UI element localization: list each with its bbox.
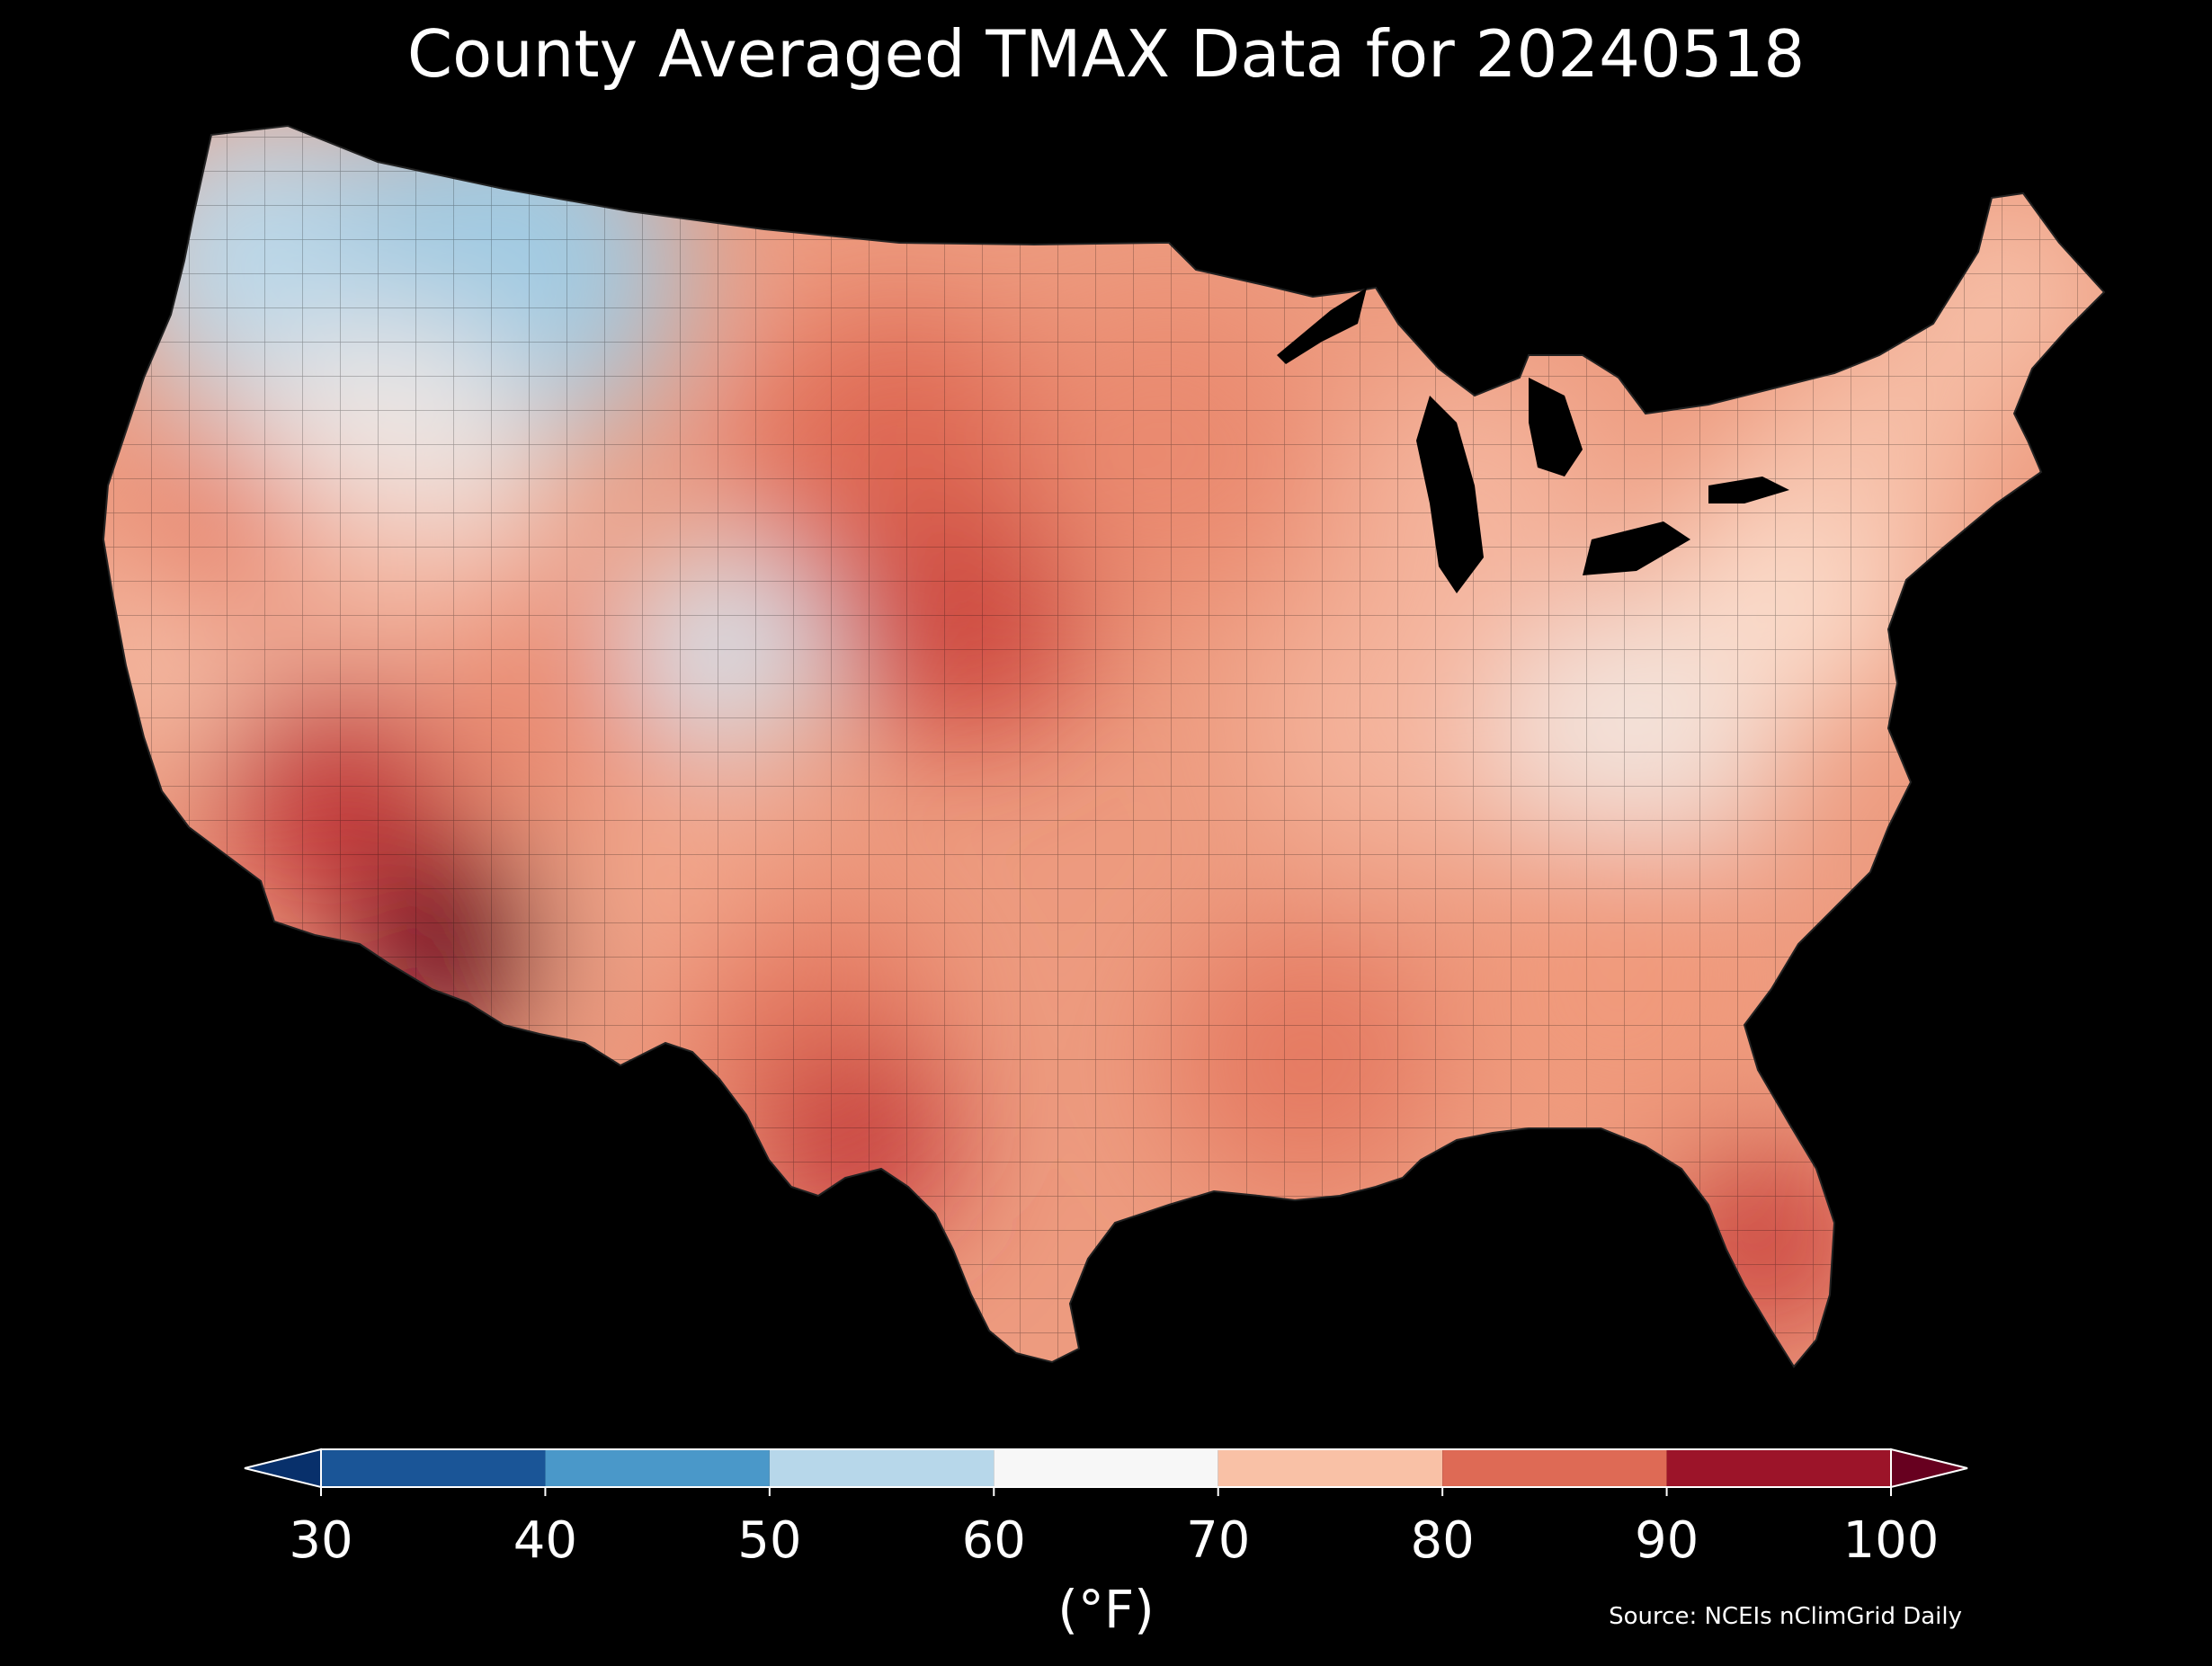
colorbar-tick-label: 70 [1186,1511,1250,1570]
colorbar-under-arrow [244,1448,322,1489]
colorbar-over-arrow [1890,1448,1968,1489]
colorbar-tick-label: 40 [513,1511,577,1570]
colorbar-tick-label: 90 [1635,1511,1699,1570]
colorbar-bin-70-80 [1217,1449,1443,1487]
colorbar-label: (°F) [1057,1579,1155,1640]
colorbar-tick-label: 30 [289,1511,352,1570]
colorbar-tick-label: 100 [1843,1511,1940,1570]
colorbar-tick-label: 80 [1411,1511,1475,1570]
map-title: County Averaged TMAX Data for 20240518 [406,16,1806,92]
colorbar-outline [320,1448,1892,1488]
colorbar-bin-80-90 [1442,1449,1667,1487]
colorbar-bin-90-100 [1666,1449,1891,1487]
colorbar-bin-30-40 [321,1449,546,1487]
source-credit: Source: NCEIs nClimGrid Daily [1609,1603,1962,1630]
colorbar-tick-label: 60 [962,1511,1026,1570]
great-lakes-water [1277,288,1789,593]
colorbar-bin-60-70 [994,1449,1218,1487]
colorbar-bin-40-50 [545,1449,770,1487]
colorbar-tick-label: 50 [737,1511,801,1570]
colorbar-bin-50-60 [769,1449,995,1487]
